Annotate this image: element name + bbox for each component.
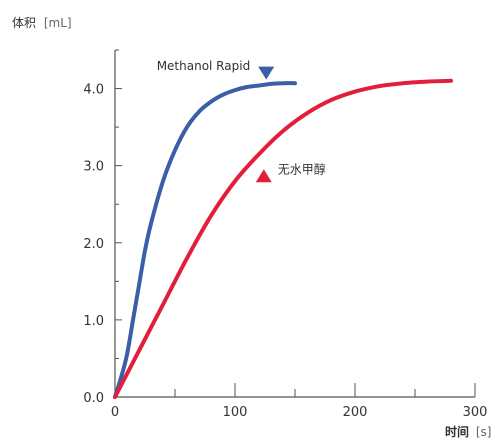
y-axis-title-main: 体积: [12, 16, 36, 30]
x-tick-label: 100: [223, 405, 248, 420]
axes: [114, 50, 475, 398]
ticks: 0.0 1.0 2.0 3.0 4.0 0 100 200 300: [83, 49, 488, 420]
series-marker-methanol-rapid: [258, 66, 275, 80]
series-label-methanol-rapid: Methanol Rapid: [157, 59, 251, 73]
y-tick-label: 2.0: [83, 237, 104, 252]
series-label-anhydrous-methanol: 无水甲醇: [278, 162, 326, 177]
series-line-anhydrous-methanol: [113, 78, 453, 399]
x-axis-title-main: 时间: [445, 424, 469, 439]
y-tick-label: 3.0: [83, 160, 104, 175]
x-tick-label: 300: [463, 405, 488, 420]
x-axis-title: 时间 [s]: [445, 424, 491, 439]
y-tick-label: 1.0: [83, 314, 104, 329]
x-axis-title-unit: [s]: [476, 425, 492, 439]
y-tick-label: 0.0: [83, 391, 104, 406]
series-markers: Methanol Rapid 无水甲醇: [157, 59, 326, 183]
x-tick-label: 200: [343, 405, 368, 420]
y-tick-label: 4.0: [83, 83, 104, 98]
y-axis-title: 体积 [mL]: [12, 16, 72, 30]
series-group: [113, 78, 453, 399]
series-line-methanol-rapid: [113, 81, 297, 399]
x-tick-label: 0: [111, 405, 119, 420]
y-axis-title-unit: [mL]: [44, 16, 72, 30]
series-marker-anhydrous-methanol: [255, 169, 272, 183]
